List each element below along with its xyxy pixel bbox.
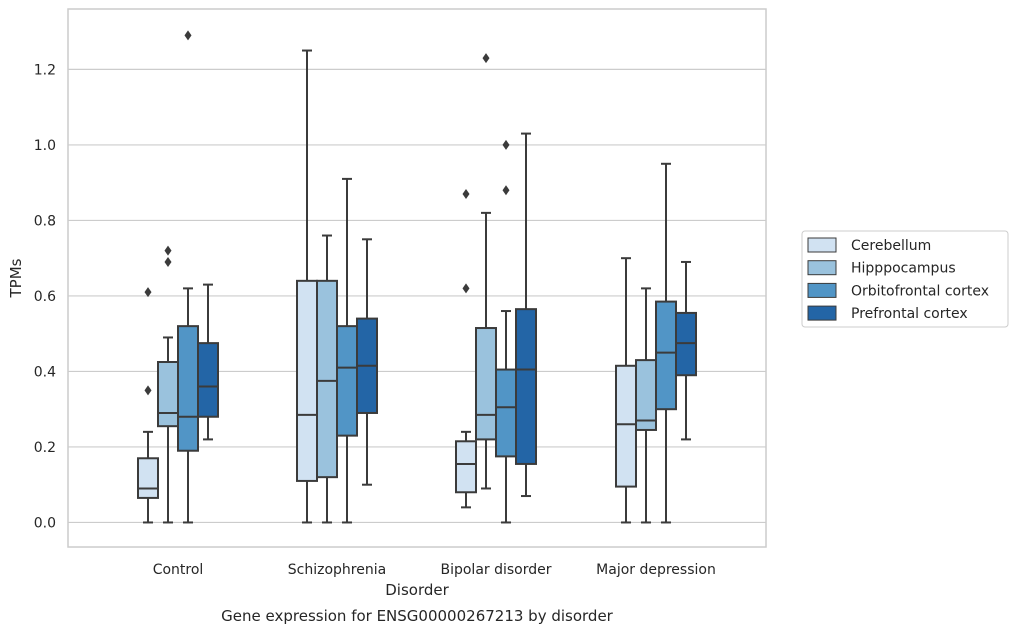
box-iqr (177, 325, 199, 452)
box-iqr (495, 368, 517, 458)
outlier-point (482, 53, 490, 64)
box-iqr (615, 364, 637, 488)
box-control-prefrontal-cortex (197, 283, 219, 441)
legend-swatch (807, 260, 837, 276)
box-iqr (137, 457, 159, 499)
box-iqr (197, 342, 219, 418)
x-tick-label: Bipolar disorder (440, 562, 551, 578)
outlier-point (184, 30, 192, 41)
legend-label: Prefrontal cortex (851, 306, 968, 322)
box-iqr (296, 279, 318, 482)
legend-label: Orbitofrontal cortex (851, 283, 989, 299)
y-axis-ticks: 0.0 0.2 0.4 0.6 0.8 1.0 1.2 (34, 62, 56, 531)
x-tick-label: Major depression (596, 562, 716, 578)
box-control-hipppocampus (157, 245, 179, 524)
x-axis-ticks: Control Schizophrenia Bipolar disorder Majo… (153, 562, 716, 578)
box-iqr (515, 308, 537, 465)
box-schizophrenia-orbitofrontal-cortex (336, 177, 358, 524)
box-iqr (316, 279, 338, 479)
box-control-cerebellum (137, 287, 159, 524)
legend-frame (801, 230, 1009, 328)
x-axis-title: Disorder (385, 581, 449, 599)
y-tick-label: 0.4 (34, 364, 56, 380)
outlier-point (164, 256, 172, 267)
legend-label: Hipppocampus (851, 261, 956, 277)
outlier-point (502, 139, 510, 150)
box-iqr (655, 300, 677, 411)
outlier-point (462, 188, 470, 199)
y-tick-label: 1.0 (34, 138, 56, 154)
box-iqr (635, 359, 657, 431)
box-schizophrenia-prefrontal-cortex (356, 238, 378, 486)
legend-label: Cerebellum (851, 238, 931, 254)
box-major-depression-cerebellum (615, 257, 637, 524)
box-bipolar-disorder-prefrontal-cortex (515, 132, 537, 498)
box-iqr (336, 325, 358, 437)
legend-swatch (807, 305, 837, 321)
legend: Cerebellum Hipppocampus Orbitofrontal cort… (801, 230, 1009, 328)
legend-swatch (807, 237, 837, 253)
box-iqr (157, 361, 179, 428)
outlier-point (164, 245, 172, 256)
box-iqr (455, 440, 477, 494)
box-major-depression-prefrontal-cortex (675, 260, 697, 441)
y-tick-label: 1.2 (34, 62, 56, 78)
box-bipolar-disorder-cerebellum (455, 188, 477, 509)
box-iqr (475, 327, 497, 441)
outlier-point (144, 385, 152, 396)
box-major-depression-orbitofrontal-cortex (655, 162, 677, 524)
chart-caption: Gene expression for ENSG00000267213 by d… (221, 607, 614, 625)
box-groups (137, 30, 697, 524)
y-tick-label: 0.8 (34, 213, 56, 229)
legend-swatch (807, 282, 837, 298)
y-tick-label: 0.6 (34, 289, 56, 305)
plot-background (68, 9, 766, 547)
y-tick-label: 0.2 (34, 440, 56, 456)
outlier-point (502, 185, 510, 196)
outlier-point (144, 287, 152, 298)
plot-frame (67, 8, 767, 548)
x-tick-label: Schizophrenia (288, 562, 386, 578)
y-axis-title: TPMs (7, 258, 25, 298)
y-tick-label: 0.0 (34, 515, 56, 531)
x-tick-label: Control (153, 562, 204, 578)
outlier-point (462, 283, 470, 294)
